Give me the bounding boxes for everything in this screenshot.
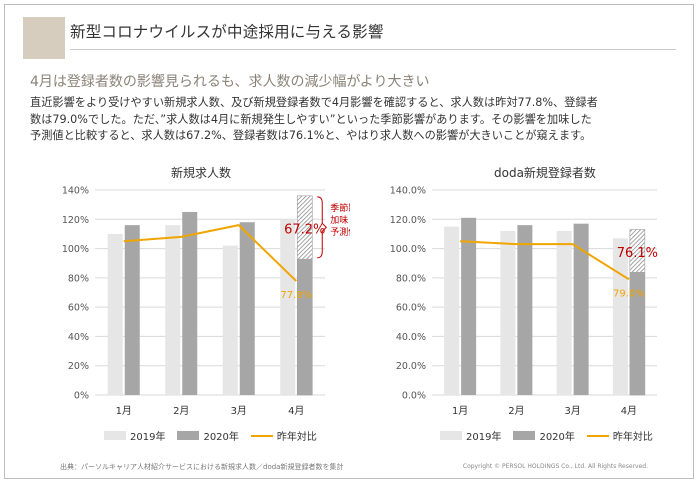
legend-item-2019: 2019年: [440, 428, 501, 443]
bar-2020: [573, 223, 589, 395]
y-tick-label: 40%: [68, 332, 89, 343]
legend-item-yoy: 昨年対比: [586, 428, 653, 443]
x-tick-label: 2月: [508, 405, 524, 415]
x-tick-label: 1月: [116, 405, 132, 415]
body-line: 直近影響をより受けやすい新規求人数、及び新規登録者数で4月影響を確認すると、求人…: [30, 96, 598, 109]
bar-2020: [461, 217, 477, 395]
y-tick-label: 20.0%: [396, 361, 426, 372]
bar-2020: [239, 222, 255, 395]
legend-job-openings: 2019年 2020年 昨年対比: [104, 428, 329, 443]
x-tick-label: 3月: [564, 405, 580, 415]
yoy-label: 79.0%: [613, 288, 645, 299]
bar-2019: [612, 238, 628, 395]
x-tick-label: 1月: [452, 405, 468, 415]
legend-item-2020: 2020年: [513, 428, 575, 443]
copyright: Copyright © PERSOL HOLDINGS Co., Ltd. Al…: [462, 463, 648, 470]
bar-2019: [165, 225, 181, 395]
source-footnote: 出典：パーソルキャリア人材紹介サービスにおける新規求人数／doda新規登録者数を…: [60, 463, 344, 471]
bar-2019: [280, 219, 296, 395]
bar-2019: [444, 226, 460, 395]
headline: 4月は登録者数の影響見られるも、求人数の減少幅がより大きい: [30, 74, 430, 90]
y-tick-label: 140%: [62, 186, 89, 197]
y-tick-label: 60%: [68, 303, 89, 314]
chart-job-openings: 0% 20% 40% 60% 80% 100% 120% 140% 1月 2月 3月 4月 77.8% 6…: [62, 186, 350, 416]
legend-item-2020: 2020年: [177, 428, 239, 443]
bar-2019: [500, 231, 516, 395]
y-tick-label: 20%: [68, 361, 89, 372]
y-tick-label: 40.0%: [396, 332, 426, 343]
chart-registrations: 0.0% 20.0% 40.0% 60.0% 80.0% 100.0% 120.0% 140.…: [390, 186, 658, 416]
title-accent-block: [23, 17, 65, 59]
slide-title: 新型コロナウイルスが中途採用に与える影響: [70, 23, 384, 41]
forecast-ratio-label: 76.1%: [617, 246, 658, 261]
y-tick-label: 80.0%: [396, 273, 426, 284]
chart-title-job-openings: 新規求人数: [171, 166, 232, 180]
chart-title-registrations: doda新規登録者数: [494, 166, 596, 180]
yoy-label: 77.8%: [280, 290, 312, 301]
y-tick-label: 80%: [68, 273, 89, 284]
x-tick-label: 2月: [173, 405, 189, 415]
body-line: 予測値と比較すると、求人数は67.2%、登録者数は76.1%と、やはり求人数への…: [30, 129, 592, 142]
forecast-bracket: [317, 196, 327, 259]
y-tick-label: 0%: [74, 391, 89, 402]
yoy-line: [123, 224, 297, 282]
y-tick-label: 120.0%: [390, 215, 426, 226]
bar-2020: [629, 272, 645, 395]
bracket-note-line: 季節影響を: [330, 202, 350, 214]
x-tick-label: 3月: [231, 405, 247, 415]
yoy-line: [460, 240, 630, 281]
bar-2020: [182, 211, 198, 395]
y-tick-label: 60.0%: [396, 303, 426, 314]
body-line: 数は79.0%でした。ただ、”求人数は4月に新規発生しやすい”といった季節影響が…: [30, 112, 592, 126]
x-tick-label: 4月: [621, 405, 637, 415]
legend-item-yoy: 昨年対比: [250, 428, 317, 443]
y-tick-label: 140.0%: [390, 186, 426, 197]
title-divider: [70, 49, 676, 50]
bracket-note-line: 加味した: [330, 214, 350, 226]
legend-item-2019: 2019年: [104, 428, 165, 443]
bar-2019: [222, 245, 238, 395]
y-tick-label: 100%: [62, 244, 89, 255]
bar-2020: [517, 225, 533, 395]
y-tick-label: 100.0%: [390, 244, 426, 255]
bar-2020: [297, 258, 313, 395]
x-tick-label: 4月: [288, 405, 304, 415]
bar-2019: [107, 233, 123, 395]
bracket-note-line: 予測値: [330, 226, 350, 238]
y-tick-label: 120%: [62, 215, 89, 226]
bar-2019: [556, 231, 572, 395]
legend-registrations: 2019年 2020年 昨年対比: [440, 428, 665, 443]
forecast-ratio-label: 67.2%: [284, 222, 325, 237]
bar-2020: [124, 225, 140, 395]
y-tick-label: 0.0%: [402, 391, 426, 402]
body-text: 直近影響をより受けやすい新規求人数、及び新規登録者数で4月影響を確認すると、求人…: [30, 95, 670, 145]
